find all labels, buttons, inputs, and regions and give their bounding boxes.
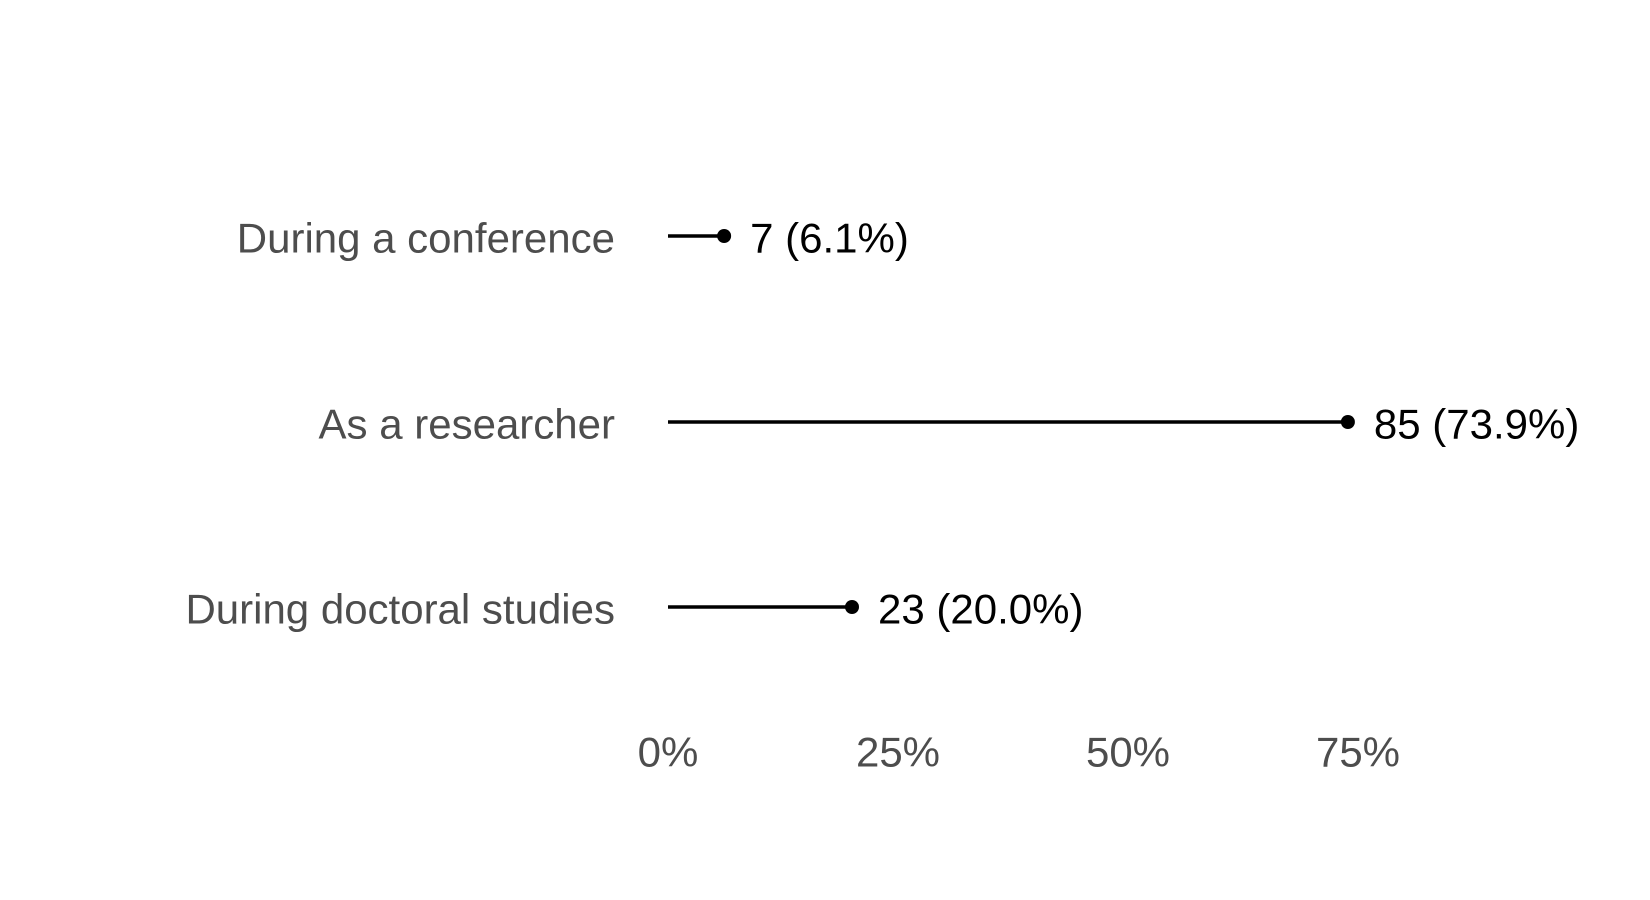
- category-labels: During a conference As a researcher During…: [185, 215, 615, 633]
- category-label: During a conference: [237, 215, 615, 262]
- category-label: As a researcher: [319, 401, 615, 448]
- data-label: 23 (20.0%): [878, 586, 1083, 633]
- data-labels: 7 (6.1%) 85 (73.9%) 23 (20.0%): [750, 215, 1579, 633]
- lollipop-point: [1340, 415, 1355, 429]
- x-tick-label: 0%: [638, 729, 699, 776]
- x-tick-label: 25%: [856, 729, 940, 776]
- x-axis-tick-labels: 0% 25% 50% 75%: [638, 729, 1400, 776]
- lollipop-marks: [668, 229, 1355, 614]
- x-tick-label: 50%: [1086, 729, 1170, 776]
- data-label: 85 (73.9%): [1374, 401, 1579, 448]
- data-label: 7 (6.1%): [750, 215, 909, 262]
- lollipop-point: [845, 600, 859, 614]
- lollipop-point: [717, 229, 732, 243]
- x-tick-label: 75%: [1316, 729, 1400, 776]
- category-label: During doctoral studies: [185, 586, 615, 633]
